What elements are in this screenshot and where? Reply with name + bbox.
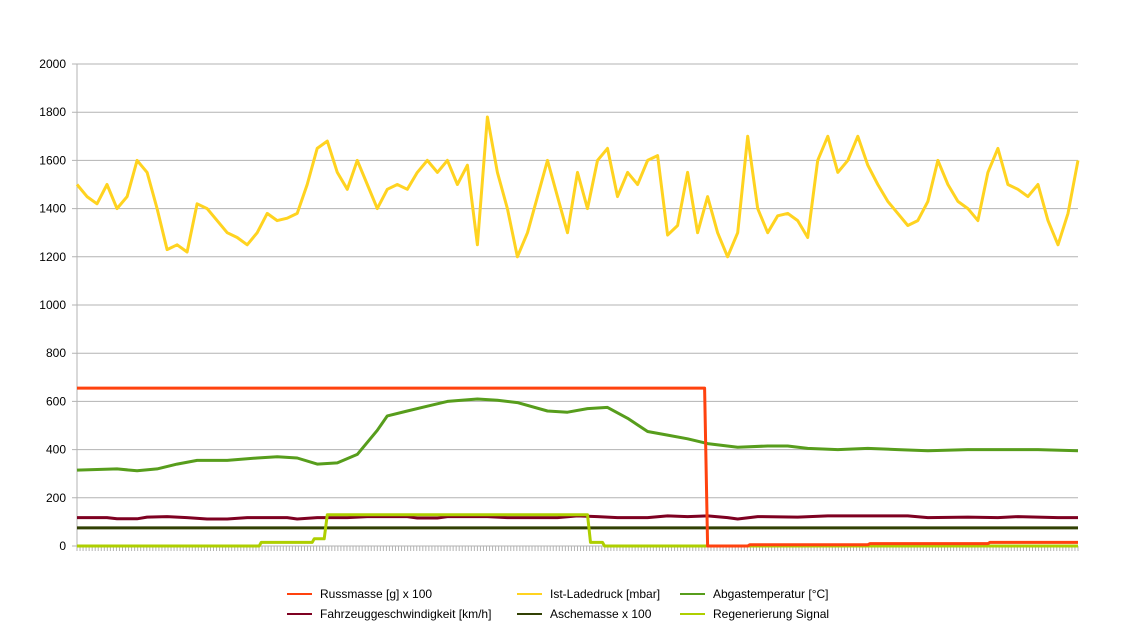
legend-label: Russmasse [g] x 100 — [320, 587, 432, 601]
series-line-0 — [77, 386, 1078, 548]
legend-label: Ist-Ladedruck [mbar] — [550, 587, 660, 601]
legend-label: Aschemasse x 100 — [550, 607, 652, 621]
y-tick-label: 0 — [59, 539, 66, 553]
legend-item: Aschemasse x 100 — [517, 607, 652, 621]
series-line-1 — [75, 115, 1080, 259]
series-line-3 — [77, 514, 1078, 521]
y-axis-tick-labels: 0 200 400 600 800 1000 1200 1400 1600 1800 2000 — [39, 57, 66, 553]
y-tick-label: 2000 — [39, 57, 66, 71]
y-tick-label: 600 — [46, 394, 66, 408]
legend-item: Fahrzeuggeschwindigkeit [km/h] — [287, 607, 491, 621]
y-tick-label: 1200 — [39, 250, 66, 264]
legend-item: Abgastemperatur [°C] — [680, 587, 829, 601]
y-tick-label: 1800 — [39, 105, 66, 119]
legend-item: Russmasse [g] x 100 — [287, 587, 432, 601]
y-tick-label: 200 — [46, 491, 66, 505]
y-tick-label: 1000 — [39, 298, 66, 312]
series-line-5 — [77, 513, 1078, 548]
series-line-2 — [76, 397, 1079, 473]
y-tick-label: 1600 — [39, 153, 66, 167]
y-tick-label: 1400 — [39, 202, 66, 216]
legend-label: Fahrzeuggeschwindigkeit [km/h] — [320, 607, 491, 621]
gridlines — [72, 63, 1078, 547]
series-lines — [75, 115, 1080, 548]
legend: Russmasse [g] x 100 Ist-Ladedruck [mbar] A… — [287, 587, 829, 621]
legend-label: Abgastemperatur [°C] — [713, 587, 829, 601]
y-tick-label: 800 — [46, 346, 66, 360]
legend-item: Ist-Ladedruck [mbar] — [517, 587, 660, 601]
y-tick-label: 400 — [46, 443, 66, 457]
legend-item: Regenerierung Signal — [680, 607, 829, 621]
legend-label: Regenerierung Signal — [713, 607, 829, 621]
